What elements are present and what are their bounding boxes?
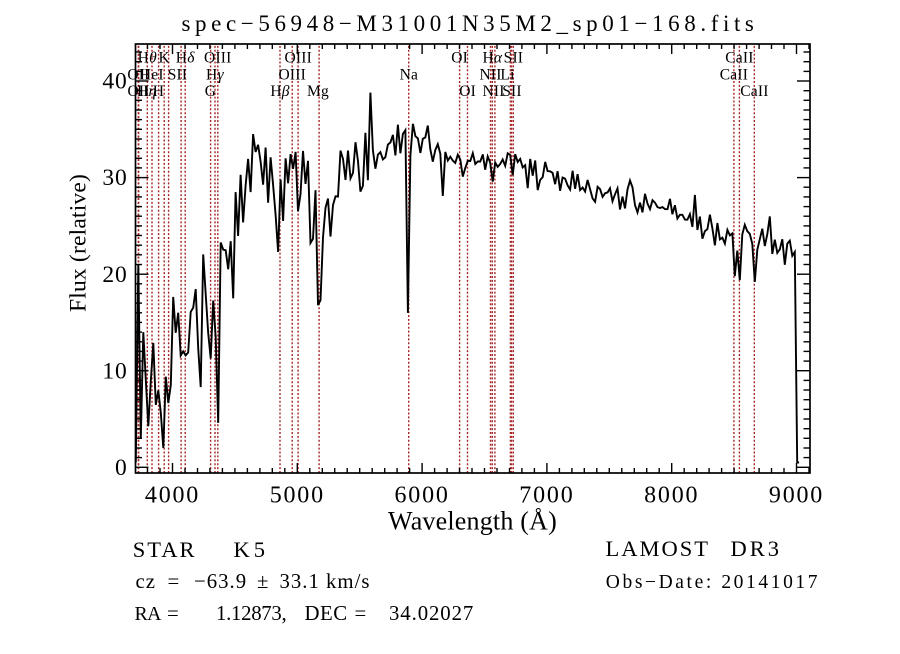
svg-text:SII: SII — [504, 49, 524, 66]
svg-text:±: ± — [257, 570, 269, 593]
svg-text:LAMOST: LAMOST — [606, 536, 711, 561]
svg-text:7000: 7000 — [519, 483, 574, 509]
svg-text:NII: NII — [482, 83, 504, 100]
svg-text:km/s: km/s — [326, 570, 370, 593]
svg-text:OII: OII — [128, 83, 150, 100]
svg-text:Hα: Hα — [483, 49, 503, 66]
svg-text:HeI: HeI — [140, 66, 164, 83]
svg-text:H: H — [153, 83, 164, 100]
svg-text:Hη: Hη — [137, 83, 156, 100]
svg-text:CaII: CaII — [740, 83, 768, 100]
svg-text:Li: Li — [500, 66, 515, 83]
svg-text:1.12873,: 1.12873, — [216, 602, 286, 625]
svg-text:30: 30 — [102, 165, 127, 191]
svg-text:OI: OI — [459, 83, 476, 100]
svg-text:OIII: OIII — [284, 49, 311, 66]
svg-text:Hγ: Hγ — [206, 66, 224, 83]
svg-text:G: G — [205, 83, 216, 100]
svg-text:SII: SII — [502, 83, 522, 100]
svg-text:4000: 4000 — [145, 483, 200, 509]
svg-text:Mg: Mg — [307, 83, 329, 100]
svg-text:8000: 8000 — [644, 483, 699, 509]
svg-text:Hδ: Hδ — [176, 49, 195, 66]
svg-text:=: = — [168, 570, 181, 593]
svg-text:=: = — [167, 602, 179, 625]
svg-text:CaII: CaII — [725, 49, 753, 66]
svg-text:Hβ: Hβ — [270, 83, 289, 100]
svg-text:OIII: OIII — [204, 49, 231, 66]
svg-text:cz: cz — [136, 570, 156, 593]
svg-text:Wavelength (Å): Wavelength (Å) — [388, 507, 557, 536]
svg-text:34.02027: 34.02027 — [389, 602, 474, 625]
svg-text:=: = — [355, 602, 367, 625]
svg-text:K5: K5 — [234, 537, 270, 562]
svg-text:OI: OI — [451, 49, 468, 66]
svg-text:spec−56948−M31001N35M2_sp01−16: spec−56948−M31001N35M2_sp01−168.fits — [182, 11, 759, 36]
svg-text:0: 0 — [115, 455, 128, 481]
svg-text:OII: OII — [127, 66, 149, 83]
svg-text:−63.9: −63.9 — [194, 570, 247, 593]
svg-text:5000: 5000 — [270, 483, 325, 509]
svg-text:Hθ: Hθ — [138, 49, 157, 66]
svg-text:33.1: 33.1 — [280, 570, 320, 593]
svg-text:K: K — [158, 49, 170, 66]
svg-text:Flux (relative): Flux (relative) — [66, 174, 92, 312]
svg-text:DEC: DEC — [305, 602, 348, 625]
svg-text:10: 10 — [102, 358, 127, 384]
svg-text:OIII: OIII — [278, 66, 305, 83]
svg-text:SII: SII — [168, 66, 188, 83]
svg-text:9000: 9000 — [769, 483, 824, 509]
svg-text:CaII: CaII — [720, 66, 748, 83]
svg-text:40: 40 — [102, 69, 127, 95]
svg-text:DR3: DR3 — [731, 536, 783, 561]
svg-text:STAR: STAR — [133, 537, 197, 562]
svg-text:Obs−Date: 20141017: Obs−Date: 20141017 — [606, 572, 820, 593]
svg-text:NII: NII — [479, 66, 501, 83]
svg-text:RA: RA — [135, 603, 163, 625]
svg-text:20: 20 — [102, 262, 127, 288]
svg-text:Na: Na — [400, 66, 418, 83]
svg-text:6000: 6000 — [394, 483, 449, 509]
